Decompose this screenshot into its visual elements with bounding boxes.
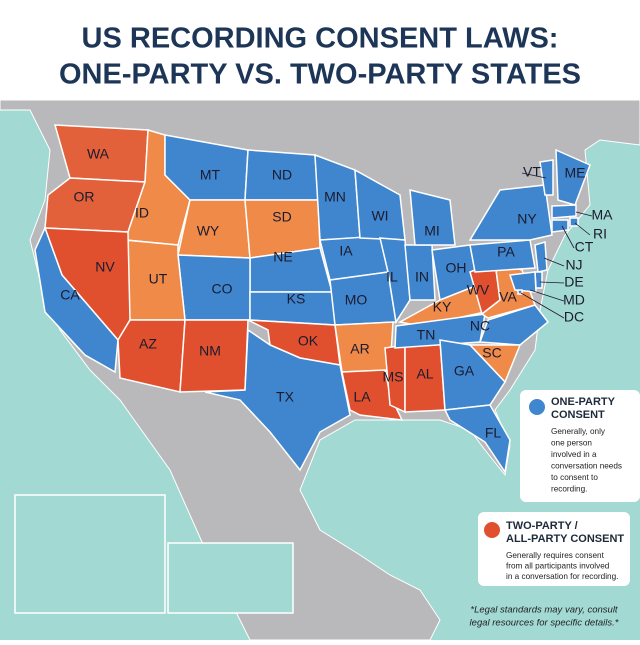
states: WA OR ID MT WY ND SD NE CO UT NV CA AZ NM KS OK TX MN IA MO…: [28, 124, 614, 608]
legend-description: Generally, only: [551, 427, 606, 436]
state-label: NE: [273, 249, 292, 265]
state-label: LA: [353, 389, 371, 405]
legend-title: CONSENT: [551, 409, 605, 421]
footnote: legal resources for specific details.*: [470, 618, 619, 629]
state-label: AL: [416, 366, 433, 382]
legend-box: [520, 390, 640, 502]
state-shape: [34, 226, 119, 374]
title-line: US RECORDING CONSENT LAWS:: [82, 23, 559, 55]
leader-line: [574, 222, 591, 236]
state-shape: [379, 237, 411, 325]
leader-line: [520, 292, 565, 319]
alaska-inset: [14, 494, 166, 614]
state-shape: [539, 159, 554, 196]
footnote: *Legal standards may vary, consult: [470, 605, 618, 616]
state-label: DE: [564, 274, 583, 290]
state-label: VA: [499, 289, 517, 305]
state-label: TN: [417, 327, 436, 343]
state-label: OK: [298, 333, 319, 349]
state-label: WV: [467, 282, 490, 298]
state-label: AZ: [139, 336, 157, 352]
legend-description: one person: [551, 439, 592, 448]
state-label: PA: [497, 244, 515, 260]
state-label: UT: [149, 271, 168, 287]
state-label: SD: [272, 209, 291, 225]
legend-description: involved in a: [551, 450, 597, 459]
legend-title: TWO-PARTY /: [506, 520, 578, 532]
leader-line: [539, 281, 565, 284]
state-label: MI: [424, 223, 440, 239]
state-label: RI: [593, 226, 607, 242]
state-label: ND: [272, 167, 292, 183]
state-label: WY: [197, 223, 220, 239]
title-bar: [0, 0, 640, 100]
state-label: MD: [563, 292, 585, 308]
state-shape: [439, 339, 506, 411]
state-shape: [551, 204, 577, 219]
hawaii-inset: [167, 542, 294, 614]
legend-description: Generally requires consent: [506, 551, 605, 560]
state-label: NY: [517, 211, 537, 227]
state-shape: [534, 241, 548, 273]
state-label: NV: [95, 259, 115, 275]
state-shape: [409, 189, 456, 246]
state-label: IN: [415, 269, 429, 285]
legend-box: [478, 512, 630, 586]
legend-description: in a conversation for recording.: [506, 572, 618, 581]
leader-line: [561, 225, 575, 249]
state-label: ID: [135, 205, 149, 221]
legend-title: ONE-PARTY: [551, 396, 616, 408]
state-label: CA: [60, 287, 80, 303]
legend-description: from all participants involved: [506, 562, 610, 571]
state-label: NM: [199, 343, 221, 359]
state-shape: [551, 219, 569, 233]
leader-line: [575, 211, 593, 217]
title-line: ONE-PARTY VS. TWO-PARTY STATES: [59, 59, 581, 91]
legend-description: conversation needs: [551, 462, 622, 471]
legend-swatch: [484, 522, 500, 538]
state-label: FL: [485, 425, 502, 441]
state-label: OR: [74, 189, 95, 205]
legend-description: recording.: [551, 485, 587, 494]
state-label: IL: [386, 269, 398, 285]
state-label: GA: [454, 363, 475, 379]
state-label: MT: [200, 167, 221, 183]
state-label: CT: [575, 239, 594, 255]
state-label: MN: [324, 189, 346, 205]
state-label: DC: [564, 309, 584, 325]
legend-description: to consent to: [551, 473, 598, 482]
state-label: NC: [470, 318, 490, 334]
state-label: VT: [523, 164, 541, 180]
state-shape: [508, 271, 537, 293]
state-label: AR: [350, 341, 369, 357]
state-label: TX: [276, 389, 295, 405]
state-label: MO: [345, 292, 368, 308]
state-label: OH: [446, 260, 467, 276]
legend-swatch: [529, 399, 545, 415]
state-label: NJ: [565, 257, 582, 273]
leader-line: [543, 257, 565, 267]
state-label: KS: [287, 291, 306, 307]
state-shape: [443, 404, 511, 475]
leader-line: [529, 289, 565, 302]
state-shape: [468, 184, 553, 241]
state-label: CO: [212, 281, 233, 297]
state-label: SC: [482, 345, 501, 361]
leader-line: [521, 172, 547, 179]
state-label: IA: [339, 243, 353, 259]
state-shape: [469, 239, 536, 273]
state-shape: [204, 328, 351, 472]
state-shape: [341, 369, 404, 421]
state-label: WI: [371, 208, 388, 224]
state-label: KY: [433, 299, 452, 315]
state-label: MS: [383, 369, 404, 385]
state-label: ME: [565, 165, 586, 181]
state-label: WA: [87, 146, 110, 162]
state-label: MA: [592, 207, 614, 223]
legend-title: ALL-PARTY CONSENT: [506, 533, 624, 545]
